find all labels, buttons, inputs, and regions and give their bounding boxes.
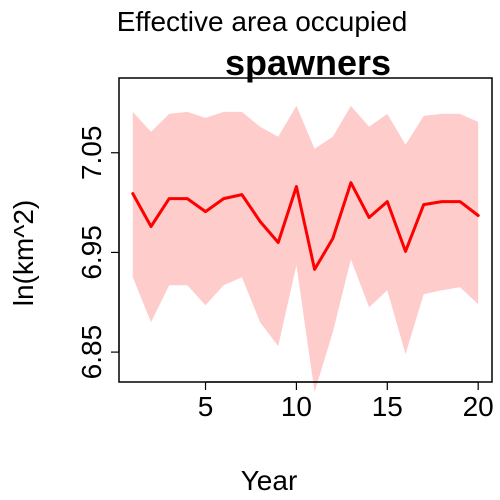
x-tick-label: 10 — [281, 391, 312, 422]
confidence-band — [132, 105, 479, 393]
series-line — [131, 181, 480, 271]
plot-area — [131, 105, 480, 393]
y-tick-label: 6.85 — [76, 325, 107, 380]
chart-subtitle: spawners — [225, 42, 391, 83]
chart-title: Effective area occupied — [117, 6, 408, 37]
y-axis-label: ln(km^2) — [8, 200, 39, 306]
x-tick-label: 20 — [463, 391, 494, 422]
x-axis: 5 10 15 20 — [198, 381, 494, 422]
x-tick-label: 5 — [198, 391, 214, 422]
x-axis-label: Year — [241, 465, 298, 496]
y-tick-label: 6.95 — [76, 225, 107, 280]
y-tick-label: 7.05 — [76, 126, 107, 181]
y-axis: 6.85 6.95 7.05 — [76, 126, 120, 380]
x-tick-label: 15 — [372, 391, 403, 422]
